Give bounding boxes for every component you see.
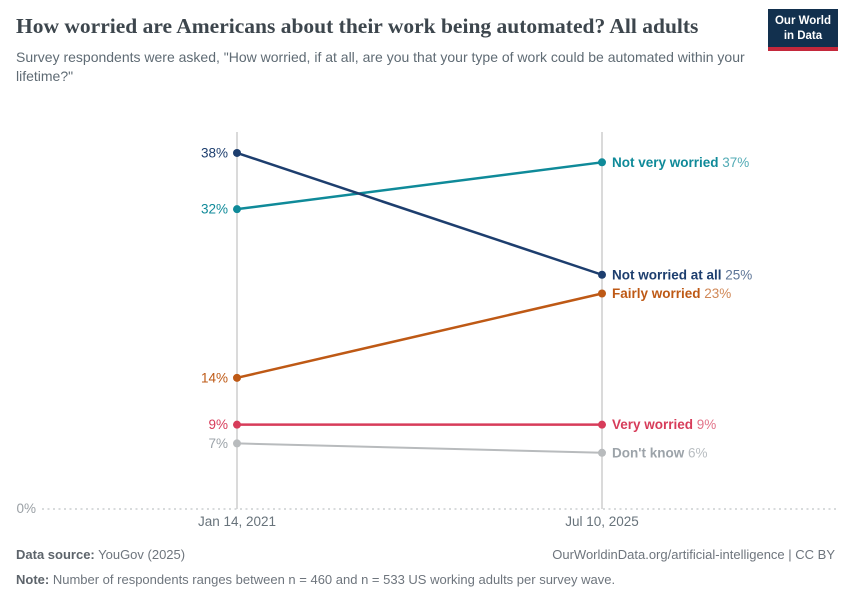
series-line-fairly-worried[interactable] — [236, 292, 603, 380]
owid-logo-line1: Our World — [774, 15, 831, 27]
series-line-not-worried-at-all[interactable] — [236, 151, 603, 276]
data-point-fairly-worried-0[interactable] — [233, 373, 241, 382]
data-source-line: Data source: YouGov (2025) — [16, 546, 185, 564]
data-point-not-very-worried-1[interactable] — [598, 158, 606, 167]
data-point-not-worried-at-all-0[interactable] — [233, 148, 241, 157]
series-end-label-fairly-worried: Fairly worried 23% — [612, 286, 731, 301]
data-point-not-very-worried-0[interactable] — [233, 205, 241, 214]
series-start-value-very-worried: 9% — [208, 417, 228, 432]
series-end-label-not-worried-at-all: Not worried at all 25% — [612, 267, 752, 282]
note-line: Note: Number of respondents ranges betwe… — [16, 571, 835, 589]
attribution-link[interactable]: OurWorldinData.org/artificial-intelligen… — [552, 547, 835, 562]
series-start-value-not-worried-at-all: 38% — [201, 145, 228, 160]
data-source-value: YouGov (2025) — [94, 547, 186, 562]
chart-subtitle: Survey respondents were asked, "How worr… — [16, 48, 745, 85]
series-line-not-very-worried[interactable] — [236, 161, 603, 211]
note-label: Note: — [16, 571, 50, 587]
series-start-value-not-very-worried: 32% — [201, 202, 228, 217]
data-point-don-t-know-1[interactable] — [598, 448, 606, 457]
x-axis-tick-2025: Jul 10, 2025 — [565, 514, 639, 529]
note-value: Number of respondents ranges between n =… — [49, 571, 616, 587]
data-point-fairly-worried-1[interactable] — [598, 289, 606, 298]
data-point-not-worried-at-all-1[interactable] — [598, 270, 606, 279]
owid-logo[interactable]: Our World in Data — [767, 9, 838, 52]
data-point-very-worried-1[interactable] — [598, 420, 606, 429]
data-point-very-worried-0[interactable] — [233, 420, 241, 429]
chart-title: How worried are Americans about their wo… — [16, 14, 699, 38]
series-end-label-not-very-worried: Not very worried 37% — [612, 155, 749, 170]
chart-header: How worried are Americans about their wo… — [0, 0, 850, 87]
data-point-don-t-know-0[interactable] — [233, 439, 241, 448]
series-start-value-fairly-worried: 14% — [201, 370, 228, 385]
series-end-label-very-worried: Very worried 9% — [612, 417, 716, 432]
chart-footer: Data source: YouGov (2025) OurWorldinDat… — [16, 546, 835, 588]
x-axis-tick-2021: Jan 14, 2021 — [197, 514, 277, 529]
series-start-value-don-t-know: 7% — [208, 436, 228, 451]
series-end-label-don-t-know: Don't know 6% — [612, 445, 707, 460]
y-axis-zero-label: 0% — [16, 501, 36, 516]
data-source-label: Data source: — [16, 547, 95, 562]
series-line-don-t-know[interactable] — [236, 442, 603, 454]
owid-logo-line2: in Data — [783, 29, 823, 42]
